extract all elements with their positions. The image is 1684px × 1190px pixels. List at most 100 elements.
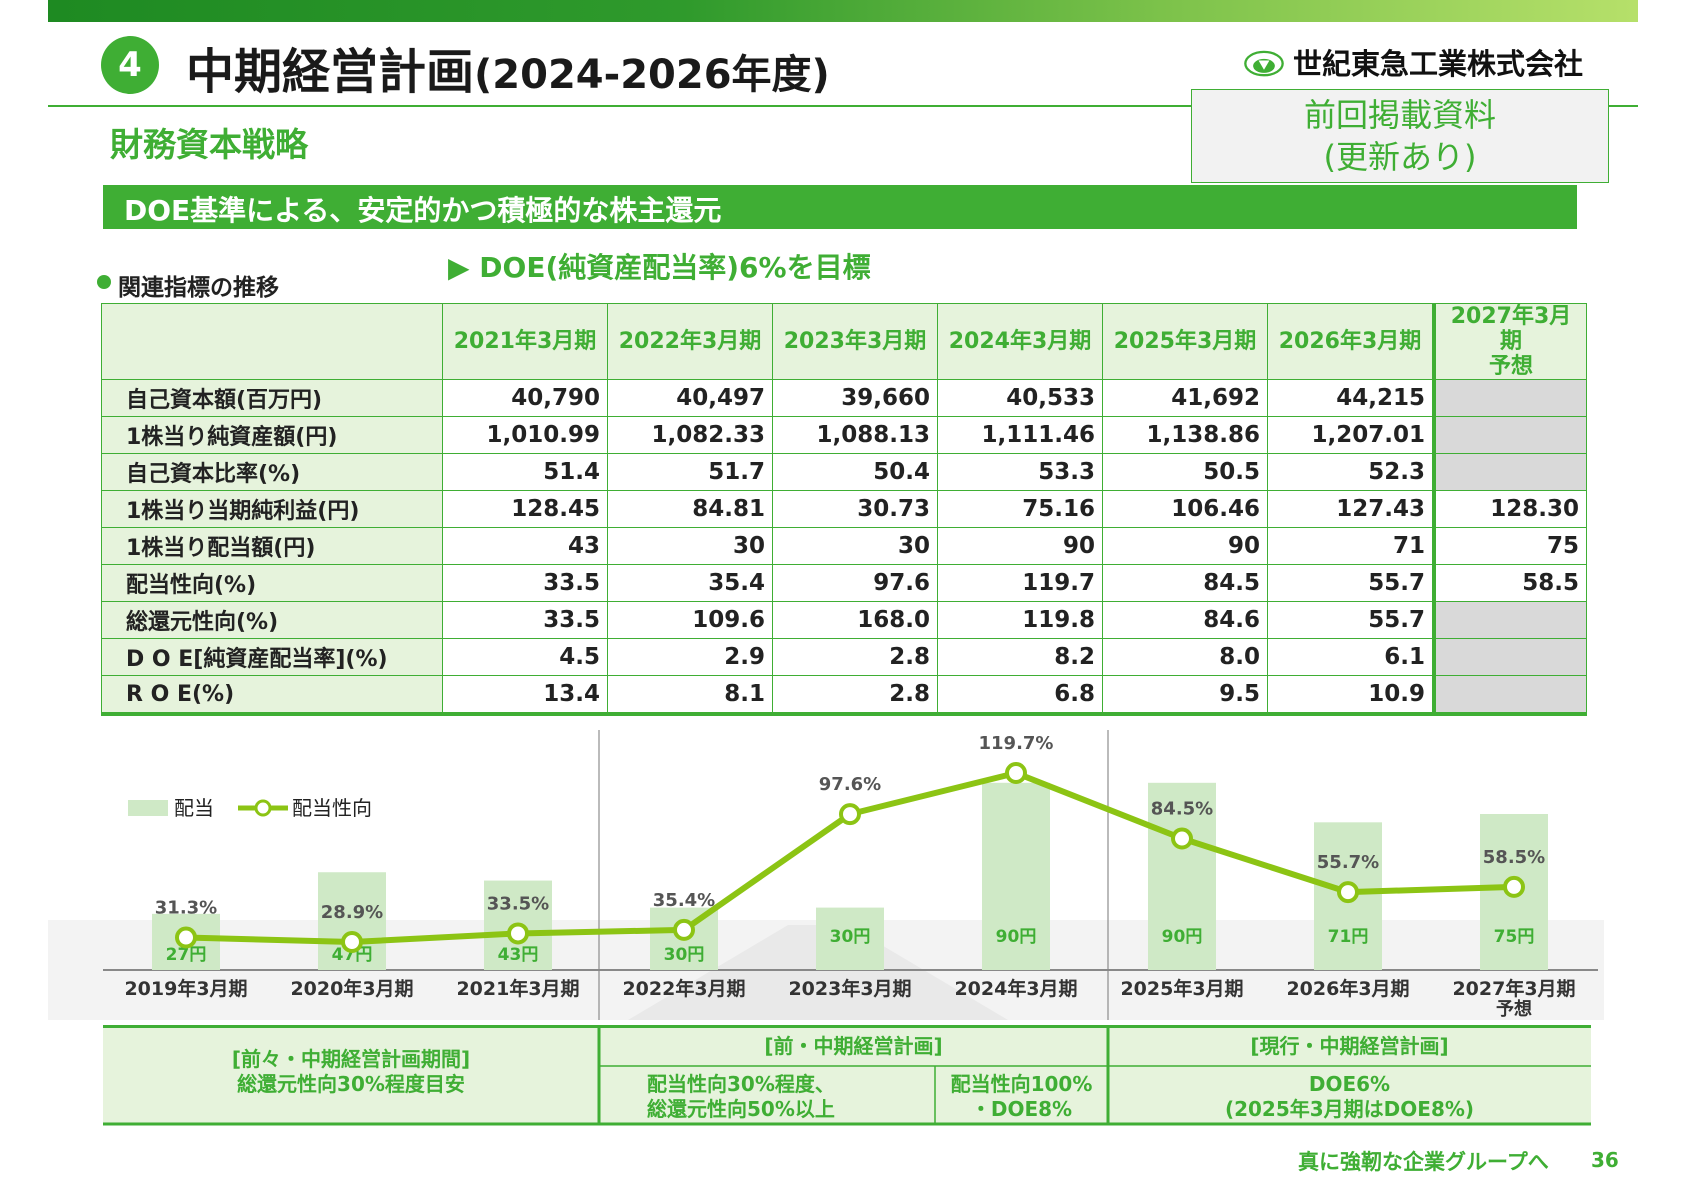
- dividend-bar-label: 75円: [1494, 927, 1535, 947]
- x-tick-sublabel: 予想: [1496, 998, 1532, 1020]
- column-header: 2025年3月期: [1102, 303, 1268, 380]
- company-logo: 世紀東急工業株式会社: [1243, 38, 1583, 86]
- row-label: 1株当り配当額(円): [101, 527, 443, 565]
- payout-ratio-point: [507, 922, 529, 945]
- page-title: 中期経営計画(2024-2026年度): [186, 32, 830, 102]
- table-row: 1株当り配当額(円) 43 30 30 90 90 71 75: [101, 527, 1587, 565]
- x-axis: 2019年3月期 2020年3月期 2021年3月期 2022年3月期 2023年3月期…: [124, 977, 1575, 1020]
- table-cell: 33.5: [442, 564, 608, 602]
- x-tick-label: 2020年3月期: [290, 977, 413, 1000]
- indicator-label-text: 関連指標の推移: [118, 275, 279, 301]
- table-cell: 119.7: [937, 564, 1103, 602]
- page-title-years: (2024-2026年度): [474, 52, 830, 98]
- forecast-cell: [1432, 379, 1587, 417]
- forecast-cell: [1432, 601, 1587, 639]
- table-cell: 109.6: [607, 601, 773, 639]
- row-label: D O E[純資産配当率](%): [101, 638, 443, 676]
- payout-ratio-point: [1337, 881, 1359, 904]
- payout-ratio-label: 35.4%: [653, 890, 715, 911]
- column-header: 2022年3月期: [607, 303, 773, 380]
- row-label: R O E(%): [101, 675, 443, 716]
- table-cell: 2.8: [772, 638, 938, 676]
- table-cell: 168.0: [772, 601, 938, 639]
- table-row: R O E(%) 13.4 8.1 2.8 6.8 9.5 10.9: [101, 675, 1587, 716]
- plan-current-title: [現行・中期経営計画]: [1250, 1034, 1449, 1058]
- plan-boxes: [103, 1025, 1591, 1126]
- row-label: 自己資本比率(%): [101, 453, 443, 491]
- table-cell: 52.3: [1267, 453, 1435, 491]
- payout-ratio-label: 28.9%: [321, 902, 383, 923]
- plan-prev-right: 配当性向100% ・DOE8%: [935, 1072, 1108, 1122]
- forecast-cell: 58.5: [1432, 564, 1587, 602]
- table-corner: [101, 303, 443, 380]
- table-cell: 127.43: [1267, 490, 1435, 528]
- table-body: 自己資本額(百万円) 40,790 40,497 39,660 40,533 41,692…: [101, 379, 1587, 716]
- logo-icon: [1244, 50, 1284, 77]
- dividend-bar: [982, 782, 1050, 970]
- table-cell: 53.3: [937, 453, 1103, 491]
- table-cell: 50.5: [1102, 453, 1268, 491]
- payout-ratio-point: [341, 931, 363, 953]
- table-cell: 30: [772, 527, 938, 565]
- x-tick-label: 2023年3月期: [788, 977, 911, 1000]
- table-cell: 6.8: [937, 675, 1103, 716]
- x-tick-label: 2025年3月期: [1120, 977, 1243, 1000]
- plan-prev-left-line1: 配当性向30%程度、: [647, 1072, 835, 1096]
- plan-current-line1: DOE6%: [1308, 1072, 1391, 1096]
- table-cell: 90: [937, 527, 1103, 565]
- forecast-cell: [1432, 416, 1587, 454]
- column-header: 2021年3月期: [442, 303, 608, 380]
- legend-line-label: 配当性向: [292, 796, 372, 820]
- table-cell: 4.5: [442, 638, 608, 676]
- table-cell: 30.73: [772, 490, 938, 528]
- forecast-cell: [1432, 453, 1587, 491]
- dividend-bar: [816, 907, 884, 970]
- forecast-cell: 75: [1432, 527, 1587, 565]
- payout-ratio-label: 55.7%: [1317, 852, 1379, 873]
- plan-box-background: [103, 1025, 1591, 1125]
- forecast-column-header: 2027年3月期 予想: [1432, 303, 1587, 380]
- payout-ratio-label: 33.5%: [487, 893, 549, 914]
- prev-note-line2: (更新あり): [1323, 138, 1477, 176]
- x-tick-label: 2027年3月期: [1452, 977, 1575, 1000]
- table-cell: 1,088.13: [772, 416, 938, 454]
- table-cell: 8.0: [1102, 638, 1268, 676]
- row-label: 総還元性向(%): [101, 601, 443, 639]
- table-cell: 35.4: [607, 564, 773, 602]
- column-header: 2024年3月期: [937, 303, 1103, 380]
- plan-prev-prev: [前々・中期経営計画期間] 総還元性向30%程度目安: [103, 1047, 599, 1097]
- table-cell: 44,215: [1267, 379, 1435, 417]
- payout-ratio-label: 84.5%: [1151, 799, 1213, 820]
- table-cell: 55.7: [1267, 564, 1435, 602]
- payout-ratio-point: [1503, 875, 1525, 898]
- row-label: 1株当り当期純利益(円): [101, 490, 443, 528]
- table-cell: 40,790: [442, 379, 608, 417]
- chart-legend: 配当 配当性向: [128, 796, 372, 820]
- table-cell: 8.1: [607, 675, 773, 716]
- x-tick-label: 2024年3月期: [954, 977, 1077, 1000]
- row-label: 自己資本額(百万円): [101, 379, 443, 417]
- dividend-bar-label: 30円: [830, 927, 871, 947]
- table-cell: 39,660: [772, 379, 938, 417]
- road-shape: [628, 925, 1008, 1020]
- x-tick-label: 2021年3月期: [456, 977, 579, 1000]
- table-cell: 106.46: [1102, 490, 1268, 528]
- forecast-header-line2: 予想: [1488, 354, 1533, 379]
- table-cell: 2.9: [607, 638, 773, 676]
- indicator-label: 関連指標の推移: [118, 268, 279, 302]
- page-number: 36: [1591, 1148, 1619, 1172]
- table-cell: 119.8: [937, 601, 1103, 639]
- table-cell: 1,138.86: [1102, 416, 1268, 454]
- table-cell: 2.8: [772, 675, 938, 716]
- plan-current: DOE6% (2025年3月期はDOE8%): [1108, 1072, 1591, 1122]
- table-row: 1株当り純資産額(円) 1,010.99 1,082.33 1,088.13 1,111…: [101, 416, 1587, 454]
- top-gradient-bar: [48, 0, 1638, 22]
- dividend-bar-label: 43円: [498, 945, 539, 965]
- dividend-bar-label: 71円: [1328, 927, 1369, 947]
- table-cell: 84.6: [1102, 601, 1268, 639]
- payout-ratio-line: 31.3% 28.9% 33.5% 35.4% 97.6% 119.7% 84.5% 55.7…: [155, 733, 1545, 953]
- table-cell: 40,497: [607, 379, 773, 417]
- payout-ratio-point: [673, 918, 695, 941]
- plan-prev-right-line1: 配当性向100%: [950, 1072, 1093, 1096]
- table-row: D O E[純資産配当率](%) 4.5 2.9 2.8 8.2 8.0 6.1: [101, 638, 1587, 676]
